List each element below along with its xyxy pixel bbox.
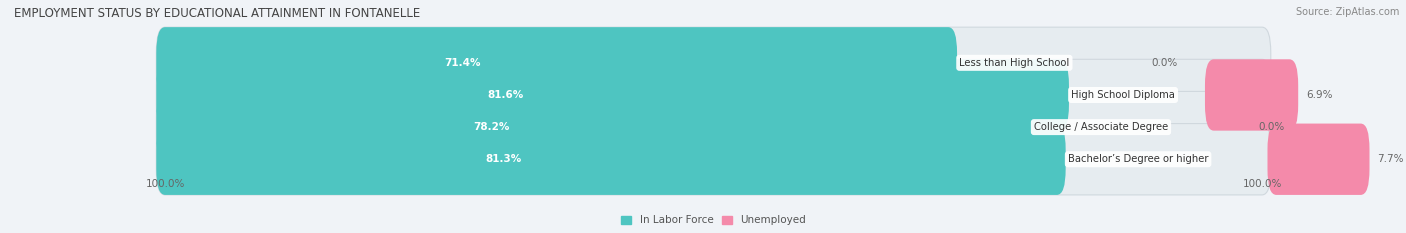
FancyBboxPatch shape (156, 27, 957, 99)
FancyBboxPatch shape (156, 123, 1066, 195)
Text: EMPLOYMENT STATUS BY EDUCATIONAL ATTAINMENT IN FONTANELLE: EMPLOYMENT STATUS BY EDUCATIONAL ATTAINM… (14, 7, 420, 20)
Text: 0.0%: 0.0% (1152, 58, 1177, 68)
Text: 71.4%: 71.4% (444, 58, 481, 68)
Text: High School Diploma: High School Diploma (1071, 90, 1175, 100)
Text: Source: ZipAtlas.com: Source: ZipAtlas.com (1295, 7, 1399, 17)
Text: 81.3%: 81.3% (486, 154, 522, 164)
Text: 100.0%: 100.0% (145, 179, 184, 189)
Text: 78.2%: 78.2% (472, 122, 509, 132)
FancyBboxPatch shape (156, 59, 1069, 131)
Text: 0.0%: 0.0% (1258, 122, 1285, 132)
FancyBboxPatch shape (1205, 59, 1298, 131)
FancyBboxPatch shape (156, 59, 1271, 131)
FancyBboxPatch shape (156, 123, 1271, 195)
Text: 100.0%: 100.0% (1243, 179, 1282, 189)
FancyBboxPatch shape (156, 27, 1271, 99)
Legend: In Labor Force, Unemployed: In Labor Force, Unemployed (617, 211, 810, 230)
Text: Less than High School: Less than High School (959, 58, 1070, 68)
Text: College / Associate Degree: College / Associate Degree (1033, 122, 1168, 132)
FancyBboxPatch shape (1267, 123, 1369, 195)
FancyBboxPatch shape (156, 91, 1271, 163)
FancyBboxPatch shape (156, 91, 1032, 163)
Text: Bachelor’s Degree or higher: Bachelor’s Degree or higher (1067, 154, 1208, 164)
Text: 7.7%: 7.7% (1378, 154, 1403, 164)
Text: 81.6%: 81.6% (486, 90, 523, 100)
Text: 6.9%: 6.9% (1306, 90, 1333, 100)
